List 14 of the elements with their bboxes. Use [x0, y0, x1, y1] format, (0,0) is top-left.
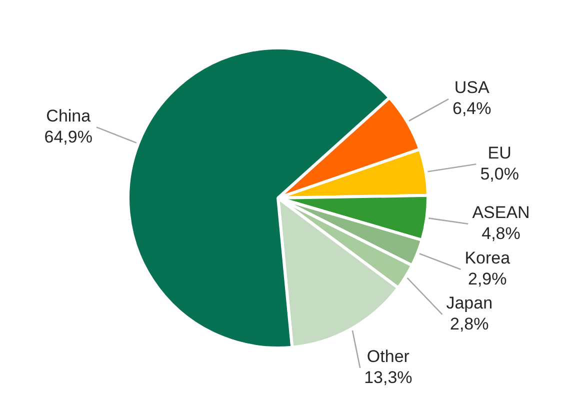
- slice-label: Japan: [446, 294, 493, 313]
- slice-label: EU: [488, 143, 512, 162]
- data-label: 6,4%: [452, 99, 492, 118]
- data-label: 4,8%: [482, 224, 520, 244]
- data-label: 64,9%: [44, 127, 92, 146]
- data-label: 2,8%: [450, 314, 489, 334]
- data-label: 5,0%: [480, 164, 519, 184]
- slice-label: ASEAN: [472, 203, 530, 222]
- slice-label: China: [46, 106, 92, 126]
- slice-label: USA: [454, 78, 490, 98]
- data-label: 13,3%: [364, 368, 412, 388]
- slice-label: Other: [366, 347, 410, 366]
- slice-label: Korea: [464, 248, 511, 268]
- data-label: 2,9%: [468, 270, 507, 289]
